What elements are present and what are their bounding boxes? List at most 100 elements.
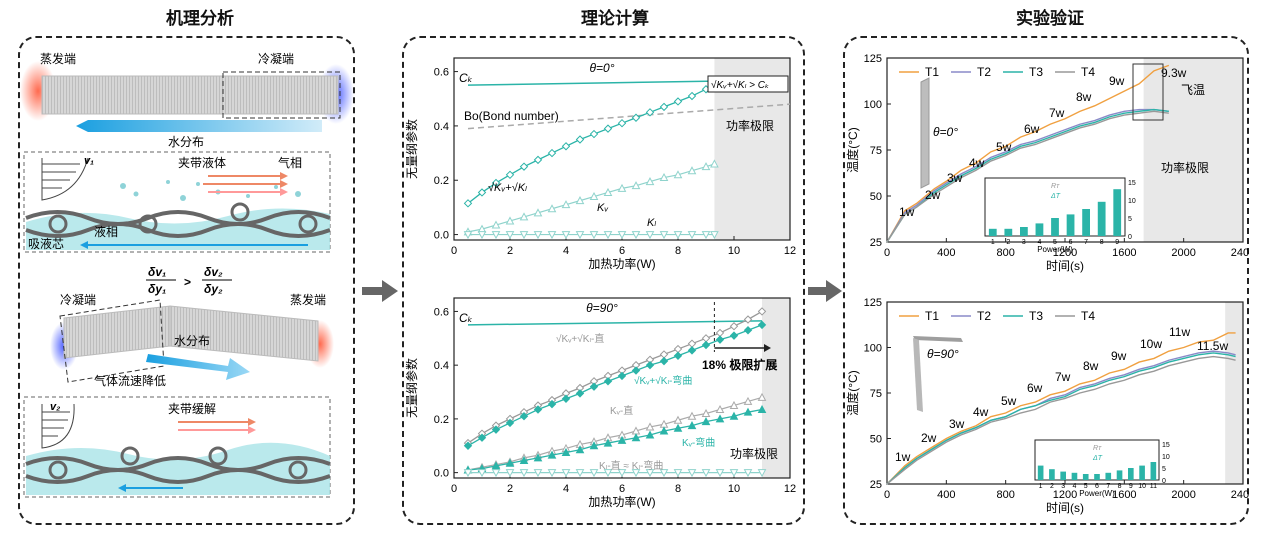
inset-tick-label: 4: [1073, 483, 1077, 490]
data-point: [519, 212, 529, 221]
x-tick-label: 8: [675, 483, 681, 495]
heat-pipe-bent-left: [63, 305, 171, 359]
legend-label: T1: [925, 65, 939, 79]
inset-bar: [1051, 218, 1059, 236]
y-axis-label: 温度(°C): [845, 370, 860, 415]
gas-phase-label: 气相: [278, 155, 302, 170]
data-point: [603, 231, 613, 240]
power-step-label: 7w: [1055, 370, 1071, 384]
data-point: [547, 148, 557, 158]
data-point: [757, 320, 767, 330]
data-point: [757, 392, 767, 401]
experiment-panel: [843, 36, 1249, 525]
x-tick-label: 0: [451, 483, 457, 495]
data-point: [561, 469, 571, 478]
inset-bar: [1037, 465, 1044, 480]
data-point: [519, 455, 529, 465]
legend-label: T2: [977, 309, 991, 323]
inset-bar: [1035, 223, 1044, 236]
power-limit-label: 功率极限: [730, 446, 778, 461]
data-point: [533, 155, 543, 165]
x-tick-label: 1600: [1112, 247, 1136, 259]
data-point: [589, 441, 599, 450]
extension-arrow-head: [764, 344, 771, 352]
arrow-right-1: [362, 280, 398, 302]
data-point: [645, 430, 655, 439]
kv-bent-label: Kᵥ-弯曲: [682, 436, 715, 449]
inset-dt-label: ΔT: [1092, 455, 1103, 462]
power-step-label: 1w: [899, 205, 915, 219]
x-tick-label: 2400: [1231, 489, 1249, 501]
data-point: [617, 183, 627, 192]
inset-ytick-label: 0: [1162, 478, 1166, 485]
heat-pipe-bent-icon-vertical: [913, 338, 923, 412]
wick-label: 吸液芯: [28, 236, 64, 251]
kv-label: Kᵥ: [597, 202, 608, 214]
theory-panel: [402, 36, 805, 525]
data-point: [589, 382, 599, 391]
data-point: [561, 142, 571, 151]
bo-label: Bo(Bond number): [464, 109, 559, 123]
data-point: [659, 426, 669, 435]
data-point: [659, 102, 669, 112]
x-tick-label: 0: [884, 489, 890, 501]
data-point: [687, 346, 697, 355]
data-point: [743, 469, 753, 478]
x-tick-label: 0: [451, 245, 457, 257]
inset-tick-label: 2: [1050, 483, 1054, 490]
inset-ytick-label: 0: [1128, 234, 1132, 241]
ratio-formula: δv₁ δy₁ > δv₂ δy₂: [146, 265, 232, 296]
data-point: [631, 433, 641, 442]
data-point: [477, 188, 487, 197]
runaway-box: [1132, 63, 1164, 121]
data-point: [743, 315, 753, 324]
v2-label: v₂: [50, 401, 60, 413]
inset-ytick-label: 10: [1128, 198, 1136, 205]
data-point: [617, 435, 627, 444]
legend-label: T4: [1081, 309, 1095, 323]
x-tick-label: 8: [675, 245, 681, 257]
power-step-label: 6w: [1027, 381, 1043, 395]
x-tick-label: 6: [619, 483, 625, 495]
data-point: [673, 423, 683, 432]
inset-tick-label: 9: [1115, 239, 1119, 246]
legend-label: T3: [1029, 309, 1043, 323]
x-tick-label: 6: [619, 245, 625, 257]
water-distribution-label-2: 水分布: [174, 334, 210, 348]
inset-tick-label: 9: [1129, 483, 1133, 490]
data-point: [701, 417, 711, 426]
inset-bar: [1004, 228, 1013, 236]
y-axis-label: 无量纲参数: [404, 119, 419, 179]
data-point: [547, 231, 557, 240]
ck-label: Cₖ: [459, 311, 473, 325]
y-tick-label: 125: [864, 53, 882, 65]
inset-tick-label: 7: [1106, 483, 1110, 490]
inset-tick-label: 2: [1006, 239, 1010, 246]
y-tick-label: 75: [870, 388, 882, 400]
inset-rt-label: Rᴛ: [1051, 183, 1060, 190]
inset-bar: [1066, 214, 1075, 236]
data-point: [673, 97, 683, 106]
x-tick-label: 1600: [1112, 489, 1136, 501]
series-line-Ck: [467, 80, 715, 86]
data-point: [603, 124, 613, 133]
data-point: [575, 445, 585, 454]
liquid-phase-label: 液相: [94, 224, 118, 239]
power-step-label: 8w: [1076, 90, 1092, 104]
data-point: [575, 196, 585, 205]
condenser-label: 冷凝端: [258, 51, 294, 66]
data-point: [463, 469, 473, 478]
data-point: [701, 469, 711, 478]
power-step-label: 7w: [1049, 106, 1065, 120]
data-point: [575, 389, 585, 398]
x-tick-label: 1200: [1053, 489, 1077, 501]
power-step-label: 3w: [947, 171, 963, 185]
series-line-sqrt-bent: [467, 324, 763, 447]
data-point: [589, 129, 599, 139]
extension-label: 18% 极限扩展: [702, 357, 777, 372]
inset-tick-label: 5: [1084, 483, 1088, 490]
inset-tick-label: 8: [1100, 239, 1104, 246]
data-point: [477, 433, 487, 442]
svg-text:>: >: [184, 275, 191, 289]
entrainment-relief-label: 夹带缓解: [168, 402, 216, 416]
